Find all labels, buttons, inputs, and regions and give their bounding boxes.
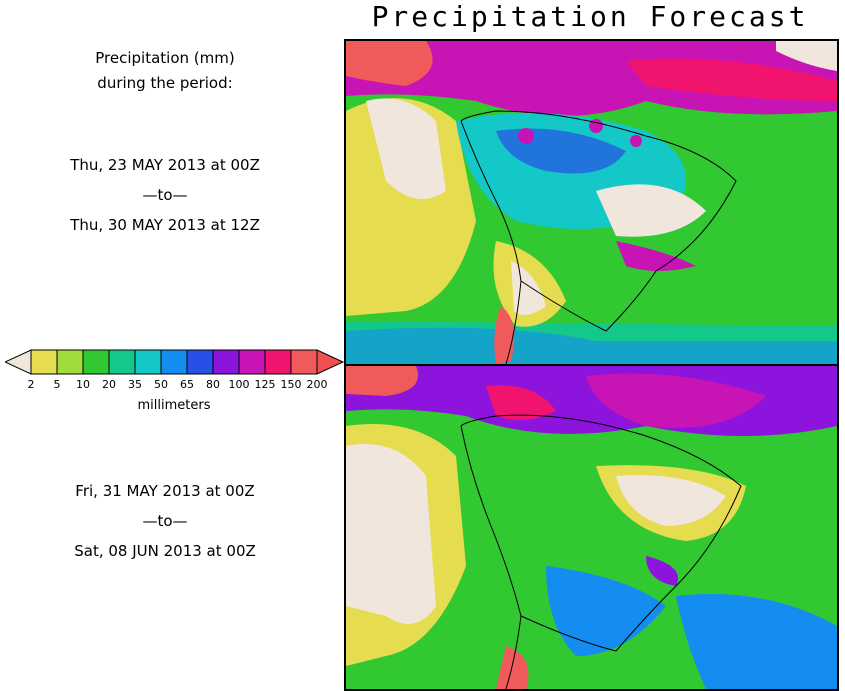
colorbar-cell bbox=[160, 349, 188, 375]
colorbar-cell bbox=[56, 349, 84, 375]
colorbar-cell bbox=[264, 349, 292, 375]
precipitation-map-2 bbox=[346, 366, 837, 689]
period-1-start: Thu, 23 MAY 2013 at 00Z bbox=[70, 156, 260, 174]
colorbar-tick-label: 150 bbox=[280, 378, 302, 391]
map-panel-period-2 bbox=[344, 364, 839, 691]
colorbar-cell bbox=[212, 349, 240, 375]
colorbar-cell bbox=[108, 349, 136, 375]
colorbar-tick-label: 5 bbox=[53, 378, 61, 391]
precipitation-map-1 bbox=[346, 41, 837, 364]
colorbar-tick-label: 80 bbox=[206, 378, 220, 391]
colorbar-tick-label: 10 bbox=[76, 378, 90, 391]
colorbar-tick-label: 2 bbox=[27, 378, 35, 391]
colorbar-high-arrow bbox=[316, 349, 345, 375]
colorbar-cell bbox=[82, 349, 110, 375]
colorbar-cell bbox=[134, 349, 162, 375]
period-1-end: Thu, 30 MAY 2013 at 12Z bbox=[70, 216, 260, 234]
colorbar-tick-label: 100 bbox=[228, 378, 250, 391]
caption-line-1: Precipitation (mm) bbox=[95, 49, 235, 67]
period-2-start: Fri, 31 MAY 2013 at 00Z bbox=[75, 482, 255, 500]
period-1-separator: —to— bbox=[142, 186, 188, 204]
period-2-end: Sat, 08 JUN 2013 at 00Z bbox=[74, 542, 256, 560]
colorbar-tick-label: 50 bbox=[154, 378, 168, 391]
caption: Precipitation (mm) during the period: bbox=[0, 46, 330, 96]
colorbar-tick-label: 65 bbox=[180, 378, 194, 391]
colorbar-cell bbox=[186, 349, 214, 375]
period-2-label: Fri, 31 MAY 2013 at 00Z —to— Sat, 08 JUN… bbox=[0, 476, 330, 566]
colorbar-low-arrow bbox=[5, 349, 32, 375]
colorbar-cells bbox=[30, 349, 318, 375]
period-2-separator: —to— bbox=[142, 512, 188, 530]
colorbar-tick-label: 35 bbox=[128, 378, 142, 391]
colorbar-cell bbox=[238, 349, 266, 375]
colorbar-tick-label: 200 bbox=[306, 378, 328, 391]
colorbar-cell bbox=[290, 349, 318, 375]
colorbar-units: millimeters bbox=[137, 398, 211, 413]
caption-line-2: during the period: bbox=[97, 74, 233, 92]
map-title: Precipitation Forecast bbox=[371, 0, 809, 33]
precipitation-colorbar bbox=[5, 349, 345, 375]
period-1-label: Thu, 23 MAY 2013 at 00Z —to— Thu, 30 MAY… bbox=[0, 150, 330, 240]
colorbar-tick-label: 125 bbox=[254, 378, 276, 391]
colorbar-tick-label: 20 bbox=[102, 378, 116, 391]
colorbar-cell bbox=[30, 349, 58, 375]
map-panel-period-1 bbox=[344, 39, 839, 366]
